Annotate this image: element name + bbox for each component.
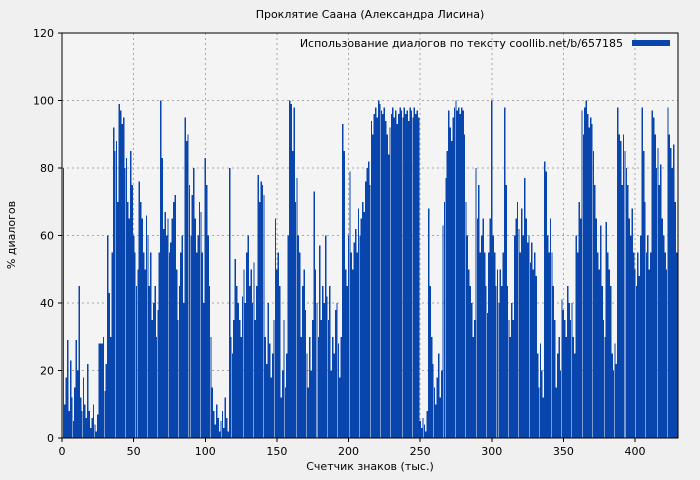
- legend-label: Использование диалогов по тексту coollib…: [299, 36, 623, 50]
- x-tick-label: 100: [195, 445, 216, 458]
- x-tick-label: 300: [481, 445, 502, 458]
- y-tick-label: 40: [40, 297, 54, 310]
- x-tick-label: 150: [266, 445, 287, 458]
- x-tick-label: 0: [59, 445, 66, 458]
- y-tick-label: 80: [40, 162, 54, 175]
- bars-series: [61, 100, 679, 439]
- chart-title: Проклятие Саана (Александра Лисина): [255, 8, 485, 21]
- y-tick-label: 20: [40, 365, 54, 378]
- x-tick-label: 350: [553, 445, 574, 458]
- x-tick-label: 200: [338, 445, 359, 458]
- axis-ticks: [58, 32, 636, 442]
- y-tick-label: 100: [33, 95, 54, 108]
- x-tick-label: 250: [410, 445, 431, 458]
- y-tick-label: 0: [47, 432, 54, 445]
- legend-swatch: [632, 40, 670, 46]
- tick-labels: 0 20 40 60 80 100 120 0 50 100 150 200 250 300 350 400: [33, 27, 646, 458]
- legend: Использование диалогов по тексту coollib…: [300, 36, 670, 50]
- x-axis-label: Счетчик знаков (тыс.): [306, 460, 434, 473]
- x-tick-label: 50: [127, 445, 141, 458]
- x-tick-label: 400: [625, 445, 646, 458]
- y-axis-label: % диалогов: [5, 200, 18, 270]
- y-tick-label: 120: [33, 27, 54, 40]
- y-tick-label: 60: [40, 230, 54, 243]
